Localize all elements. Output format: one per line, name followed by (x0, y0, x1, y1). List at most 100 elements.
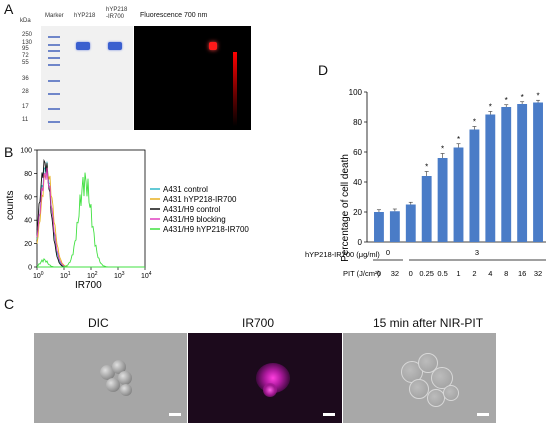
ladder-band (48, 36, 60, 38)
histogram-xticks: 100 101 102 103 104 (33, 267, 152, 280)
category-label: 0 (409, 269, 413, 278)
bar (485, 114, 496, 242)
marker-size-label: 36 (22, 76, 29, 82)
ladder-band (48, 50, 60, 52)
panel-label-d: D (318, 62, 329, 78)
ytick-label: 60 (24, 194, 32, 201)
ladder-band (48, 44, 60, 46)
ladder-band (48, 57, 60, 59)
ytick-label: 80 (24, 171, 32, 178)
ir700-signal (263, 383, 277, 397)
bar (501, 107, 512, 242)
marker-size-label: 250 (22, 32, 33, 38)
fluor-band (209, 42, 217, 50)
category-label: 4 (488, 269, 492, 278)
bar (405, 204, 416, 242)
bar (389, 211, 400, 242)
panel-label-c: C (4, 296, 15, 312)
lane-label-hyp218: hYP218 (74, 13, 96, 19)
xtick-label: 104 (141, 271, 152, 280)
significance-marker: * (505, 96, 508, 105)
histogram-curve (36, 258, 145, 268)
fluorescence-image (134, 26, 251, 130)
xtick-label: 102 (87, 271, 98, 280)
histogram-yticks: 0 20 40 60 80 100 (20, 148, 37, 272)
lane-label-hyp218-ir700: hYP218 -IR700 (106, 7, 128, 20)
xtick-label: 101 (60, 271, 71, 280)
band-hyp218-ir700 (108, 42, 122, 50)
xtick-exponent: 4 (149, 271, 152, 277)
marker-size-label: 28 (22, 89, 29, 95)
histogram-ylabel: counts (5, 191, 16, 220)
category-label: 2 (472, 269, 476, 278)
ytick-label: 60 (353, 148, 362, 157)
category-label: 8 (504, 269, 508, 278)
band-hyp218 (76, 42, 90, 50)
row1-label: hYP218-IR700 (μg/ml) (305, 250, 380, 259)
marker-size-label: 11 (22, 117, 29, 123)
xtick-label: 103 (114, 271, 125, 280)
image-dic (34, 333, 187, 423)
legend-entry: A431/H9 hYP218-IR700 (163, 225, 249, 234)
ytick-label: 20 (353, 208, 362, 217)
swollen-cell (418, 353, 438, 373)
bar (533, 102, 543, 242)
swollen-cell (443, 385, 459, 401)
dic-cell (118, 371, 132, 385)
category-label: 0 (377, 269, 381, 278)
row1-group-3: 3 (475, 248, 479, 257)
histogram-curve (37, 172, 145, 268)
scale-bar (323, 413, 335, 416)
panel-label-b: B (4, 144, 14, 160)
significance-marker: * (489, 103, 492, 112)
category-label: 16 (518, 269, 526, 278)
significance-marker: * (521, 93, 524, 102)
panel-label-a: A (4, 1, 14, 17)
ytick-label: 100 (20, 148, 32, 155)
bar (374, 212, 384, 242)
xtick-label: 100 (33, 271, 44, 280)
xtick-exponent: 0 (41, 271, 44, 277)
marker-size-label: 17 (22, 104, 29, 110)
label-dic: DIC (88, 316, 109, 330)
ytick-label: 0 (28, 265, 32, 272)
ladder-band (48, 93, 60, 95)
bar (437, 158, 448, 242)
ladder-band (48, 121, 60, 123)
marker-size-label: 130 (22, 40, 33, 46)
histogram-curve (36, 167, 145, 268)
bar-chart-categories: 0 32 0 0.25 0.5 1 2 4 8 16 32 (377, 269, 542, 278)
legend-entry: A431/H9 blocking (163, 215, 226, 224)
fluorescence-label: Fluorescence 700 nm (140, 12, 208, 19)
lane-label-marker: Marker (45, 13, 64, 19)
bar (517, 104, 528, 242)
row1-group-0: 0 (386, 248, 390, 257)
bar-chart-yticks: 0 20 40 60 80 100 (349, 88, 367, 247)
dic-cell (112, 360, 126, 374)
swollen-cell (431, 367, 453, 389)
legend-entry: A431 control (163, 185, 208, 194)
scale-bar (169, 413, 181, 416)
histogram-curves (36, 158, 145, 268)
significance-marker: * (441, 145, 444, 154)
marker-size-label: 55 (22, 60, 29, 66)
ytick-label: 0 (358, 238, 363, 247)
significance-marker: * (473, 118, 476, 127)
image-ir700 (188, 333, 342, 423)
gel-image (41, 26, 133, 130)
dic-cell (100, 365, 115, 380)
xtick-exponent: 3 (122, 271, 125, 277)
ytick-label: 20 (24, 241, 32, 248)
category-label: 32 (534, 269, 542, 278)
fluor-color-scale (233, 52, 237, 126)
bar-chart-bars: * * * * * * * * (374, 91, 543, 242)
ladder-band (48, 64, 60, 66)
histogram-xlabel: IR700 (75, 280, 102, 290)
dic-cell (120, 384, 132, 396)
swollen-cell (409, 379, 429, 399)
marker-size-label: 72 (22, 53, 29, 59)
bar (421, 176, 432, 242)
significance-marker: * (457, 135, 460, 144)
